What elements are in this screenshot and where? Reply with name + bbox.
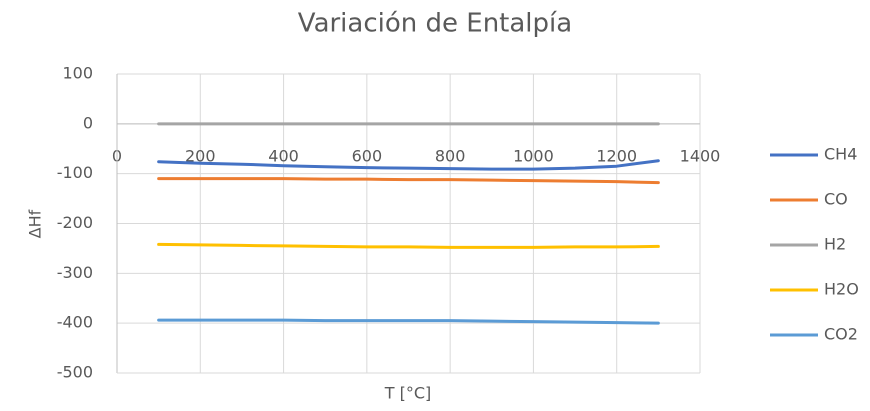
legend-label: H2 — [824, 235, 846, 254]
series-line — [157, 318, 660, 325]
y-tick-label: 0 — [83, 113, 93, 132]
y-tick-label: 100 — [62, 64, 93, 83]
x-tick-label: 1200 — [596, 146, 637, 165]
x-tick-label: 800 — [435, 146, 466, 165]
y-axis-label: ΔHf — [26, 209, 45, 238]
x-tick-label: 1400 — [680, 146, 721, 165]
legend-label: CO — [824, 190, 848, 209]
legend-label: H2O — [824, 280, 859, 299]
series-line — [157, 177, 660, 185]
series-line — [157, 159, 660, 171]
x-tick-label: 200 — [185, 146, 216, 165]
chart-title: Variación de Entalpía — [298, 9, 572, 39]
y-tick-label: -500 — [57, 363, 93, 382]
series-line — [157, 242, 660, 249]
y-tick-label: -300 — [57, 263, 93, 282]
x-tick-label: 600 — [352, 146, 383, 165]
x-axis-label: T [°C] — [384, 384, 432, 403]
legend-label: CH4 — [824, 145, 857, 164]
legend-label: CO2 — [824, 325, 858, 344]
y-tick-label: -100 — [57, 163, 93, 182]
x-tick-label: 400 — [268, 146, 299, 165]
y-tick-label: -400 — [57, 313, 93, 332]
x-tick-label: 1000 — [513, 146, 554, 165]
y-tick-label: -200 — [57, 213, 93, 232]
